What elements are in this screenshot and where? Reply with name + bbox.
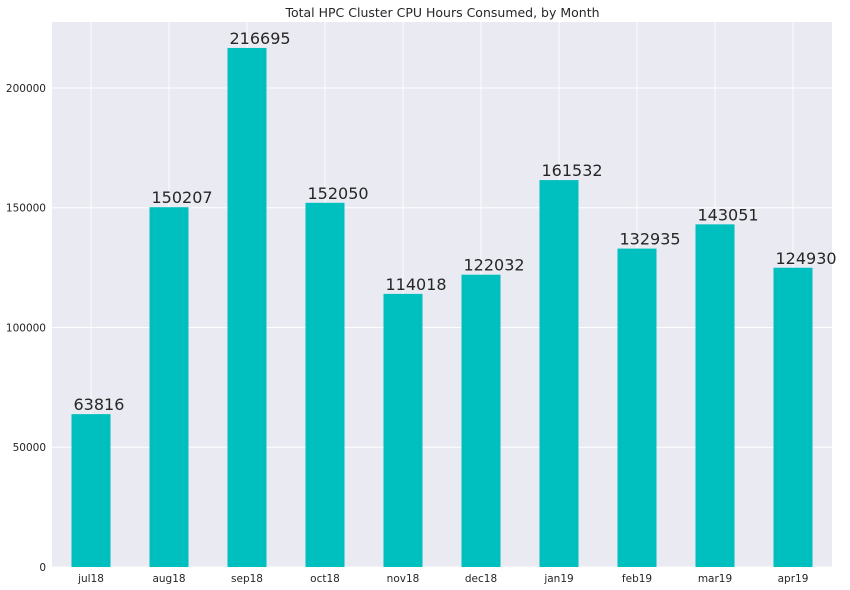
bar (617, 248, 657, 567)
x-tick-label: mar19 (698, 573, 732, 585)
y-tick-label: 0 (39, 562, 46, 574)
x-tick-label: dec18 (465, 573, 497, 585)
x-tick-label: sep18 (231, 573, 263, 585)
bar (149, 207, 189, 568)
y-tick-label: 200000 (6, 83, 46, 95)
x-tick-label: nov18 (387, 573, 420, 585)
bar-value-label: 63816 (74, 395, 125, 414)
bar-value-label: 122032 (464, 256, 525, 275)
bar (773, 267, 813, 567)
chart-title: Total HPC Cluster CPU Hours Consumed, by… (285, 5, 600, 20)
bar (539, 180, 579, 567)
x-tick-label: oct18 (310, 573, 340, 585)
bar (71, 414, 111, 567)
bar (695, 224, 735, 568)
bar-value-label: 132935 (620, 230, 681, 249)
bar-value-label: 216695 (230, 29, 291, 48)
bar-value-label: 152050 (308, 184, 369, 203)
x-tick-label: apr19 (778, 573, 809, 585)
bar (383, 293, 423, 567)
bar-value-label: 150207 (152, 188, 213, 207)
y-tick-label: 100000 (6, 322, 46, 334)
x-tick-label: jul18 (77, 573, 104, 585)
x-tick-label: aug18 (152, 573, 185, 585)
bar (227, 47, 267, 568)
bar-value-label: 114018 (386, 275, 447, 294)
x-tick-label: jan19 (543, 573, 573, 585)
y-tick-label: 150000 (6, 203, 46, 215)
bar-value-label: 143051 (698, 205, 759, 224)
bar-value-label: 124930 (776, 249, 837, 268)
bar (461, 274, 501, 567)
bar-value-label: 161532 (542, 161, 603, 180)
x-tick-label: feb19 (622, 573, 652, 585)
bar (305, 202, 345, 567)
y-tick-label: 50000 (13, 442, 46, 454)
